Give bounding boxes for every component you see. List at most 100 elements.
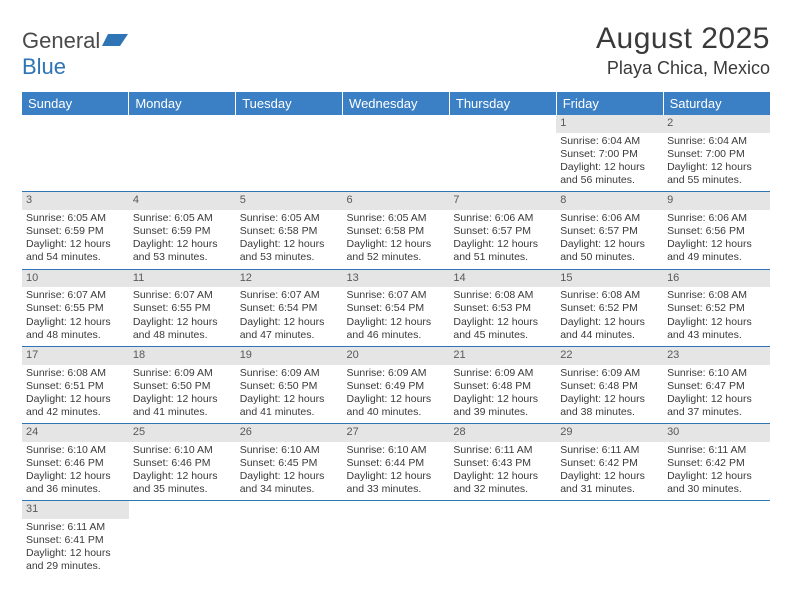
day-content: Sunrise: 6:10 AMSunset: 6:47 PMDaylight:… [663, 365, 770, 424]
logo-text-2: Blue [22, 54, 66, 79]
day-number: 16 [663, 270, 770, 288]
day-content: Sunrise: 6:11 AMSunset: 6:42 PMDaylight:… [663, 442, 770, 501]
day-number: 7 [449, 192, 556, 210]
day-content: Sunrise: 6:04 AMSunset: 7:00 PMDaylight:… [663, 133, 770, 192]
day-number: 21 [449, 347, 556, 365]
weekday-header: Sunday [22, 92, 129, 115]
calendar-day-cell: 6Sunrise: 6:05 AMSunset: 6:58 PMDaylight… [343, 192, 450, 269]
day-content: Sunrise: 6:11 AMSunset: 6:42 PMDaylight:… [556, 442, 663, 501]
day-content: Sunrise: 6:08 AMSunset: 6:52 PMDaylight:… [556, 287, 663, 346]
day-number: 13 [343, 270, 450, 288]
daylight-line: Daylight: 12 hours and 52 minutes. [347, 238, 446, 264]
daylight-line: Daylight: 12 hours and 54 minutes. [26, 238, 125, 264]
day-number: 10 [22, 270, 129, 288]
calendar-day-cell: 23Sunrise: 6:10 AMSunset: 6:47 PMDayligh… [663, 346, 770, 423]
calendar-day-cell: 12Sunrise: 6:07 AMSunset: 6:54 PMDayligh… [236, 269, 343, 346]
calendar-day-cell [129, 115, 236, 192]
calendar-day-cell: 4Sunrise: 6:05 AMSunset: 6:59 PMDaylight… [129, 192, 236, 269]
daylight-line: Daylight: 12 hours and 53 minutes. [240, 238, 339, 264]
day-number: 24 [22, 424, 129, 442]
calendar-day-cell: 9Sunrise: 6:06 AMSunset: 6:56 PMDaylight… [663, 192, 770, 269]
calendar-day-cell: 10Sunrise: 6:07 AMSunset: 6:55 PMDayligh… [22, 269, 129, 346]
daylight-line: Daylight: 12 hours and 56 minutes. [560, 161, 659, 187]
calendar-day-cell: 26Sunrise: 6:10 AMSunset: 6:45 PMDayligh… [236, 424, 343, 501]
calendar-day-cell: 31 Sunrise: 6:11 AMSunset: 6:41 PMDayligh… [22, 501, 129, 578]
calendar-day-cell: 25Sunrise: 6:10 AMSunset: 6:46 PMDayligh… [129, 424, 236, 501]
sunrise-line: Sunrise: 6:04 AM [560, 135, 659, 148]
sunrise-line: Sunrise: 6:08 AM [560, 289, 659, 302]
calendar-day-cell [343, 115, 450, 192]
daylight-line: Daylight: 12 hours and 34 minutes. [240, 470, 339, 496]
sunrise-line: Sunrise: 6:08 AM [453, 289, 552, 302]
daylight-line: Daylight: 12 hours and 50 minutes. [560, 238, 659, 264]
calendar-week-row: 3Sunrise: 6:05 AMSunset: 6:59 PMDaylight… [22, 192, 770, 269]
sunrise-line: Sunrise: 6:09 AM [133, 367, 232, 380]
day-content: Sunrise: 6:07 AMSunset: 6:55 PMDaylight:… [22, 287, 129, 346]
daylight-line: Daylight: 12 hours and 30 minutes. [667, 470, 766, 496]
day-content: Sunrise: 6:07 AMSunset: 6:54 PMDaylight:… [236, 287, 343, 346]
sunrise-line: Sunrise: 6:10 AM [133, 444, 232, 457]
daylight-line: Daylight: 12 hours and 45 minutes. [453, 316, 552, 342]
calendar-day-cell: 27Sunrise: 6:10 AMSunset: 6:44 PMDayligh… [343, 424, 450, 501]
calendar-day-cell: 2Sunrise: 6:04 AMSunset: 7:00 PMDaylight… [663, 115, 770, 192]
day-number: 3 [22, 192, 129, 210]
calendar-day-cell [449, 501, 556, 578]
weekday-header: Wednesday [343, 92, 450, 115]
logo-flag-icon [102, 32, 128, 48]
sunset-line: Sunset: 6:43 PM [453, 457, 552, 470]
day-number: 26 [236, 424, 343, 442]
daylight-line: Daylight: 12 hours and 38 minutes. [560, 393, 659, 419]
sunset-line: Sunset: 6:49 PM [347, 380, 446, 393]
daylight-line: Daylight: 12 hours and 31 minutes. [560, 470, 659, 496]
calendar-day-cell: 8Sunrise: 6:06 AMSunset: 6:57 PMDaylight… [556, 192, 663, 269]
calendar-day-cell [236, 115, 343, 192]
sunset-line: Sunset: 6:48 PM [453, 380, 552, 393]
logo: GeneralBlue [22, 28, 128, 80]
daylight-line: Daylight: 12 hours and 32 minutes. [453, 470, 552, 496]
calendar-day-cell [663, 501, 770, 578]
daylight-line: Daylight: 12 hours and 55 minutes. [667, 161, 766, 187]
day-number: 31 [22, 501, 129, 519]
calendar-day-cell: 20Sunrise: 6:09 AMSunset: 6:49 PMDayligh… [343, 346, 450, 423]
calendar-day-cell: 16Sunrise: 6:08 AMSunset: 6:52 PMDayligh… [663, 269, 770, 346]
daylight-line: Daylight: 12 hours and 46 minutes. [347, 316, 446, 342]
day-number: 12 [236, 270, 343, 288]
sunset-line: Sunset: 6:54 PM [240, 302, 339, 315]
sunset-line: Sunset: 7:00 PM [560, 148, 659, 161]
sunrise-line: Sunrise: 6:10 AM [667, 367, 766, 380]
day-number: 2 [663, 115, 770, 133]
calendar-day-cell: 19Sunrise: 6:09 AMSunset: 6:50 PMDayligh… [236, 346, 343, 423]
calendar-day-cell [236, 501, 343, 578]
sunset-line: Sunset: 6:57 PM [453, 225, 552, 238]
day-content: Sunrise: 6:09 AMSunset: 6:50 PMDaylight:… [236, 365, 343, 424]
sunrise-line: Sunrise: 6:11 AM [26, 521, 125, 534]
calendar-day-cell: 1Sunrise: 6:04 AMSunset: 7:00 PMDaylight… [556, 115, 663, 192]
calendar-week-row: 10Sunrise: 6:07 AMSunset: 6:55 PMDayligh… [22, 269, 770, 346]
sunrise-line: Sunrise: 6:09 AM [347, 367, 446, 380]
day-content: Sunrise: 6:05 AMSunset: 6:59 PMDaylight:… [129, 210, 236, 269]
sunset-line: Sunset: 6:46 PM [133, 457, 232, 470]
calendar-day-cell: 24Sunrise: 6:10 AMSunset: 6:46 PMDayligh… [22, 424, 129, 501]
daylight-line: Daylight: 12 hours and 41 minutes. [133, 393, 232, 419]
day-content: Sunrise: 6:06 AMSunset: 6:57 PMDaylight:… [449, 210, 556, 269]
header: GeneralBlue August 2025 Playa Chica, Mex… [22, 22, 770, 80]
sunrise-line: Sunrise: 6:09 AM [560, 367, 659, 380]
weekday-header: Friday [556, 92, 663, 115]
sunset-line: Sunset: 6:42 PM [667, 457, 766, 470]
sunrise-line: Sunrise: 6:06 AM [560, 212, 659, 225]
calendar-day-cell: 3Sunrise: 6:05 AMSunset: 6:59 PMDaylight… [22, 192, 129, 269]
calendar-day-cell [449, 115, 556, 192]
sunrise-line: Sunrise: 6:05 AM [347, 212, 446, 225]
day-content: Sunrise: 6:10 AMSunset: 6:44 PMDaylight:… [343, 442, 450, 501]
sunset-line: Sunset: 6:41 PM [26, 534, 125, 547]
day-number: 25 [129, 424, 236, 442]
sunset-line: Sunset: 6:42 PM [560, 457, 659, 470]
sunrise-line: Sunrise: 6:11 AM [453, 444, 552, 457]
daylight-line: Daylight: 12 hours and 36 minutes. [26, 470, 125, 496]
daylight-line: Daylight: 12 hours and 42 minutes. [26, 393, 125, 419]
calendar-day-cell [129, 501, 236, 578]
sunrise-line: Sunrise: 6:07 AM [240, 289, 339, 302]
sunset-line: Sunset: 6:50 PM [240, 380, 339, 393]
daylight-line: Daylight: 12 hours and 29 minutes. [26, 547, 125, 573]
day-number: 23 [663, 347, 770, 365]
